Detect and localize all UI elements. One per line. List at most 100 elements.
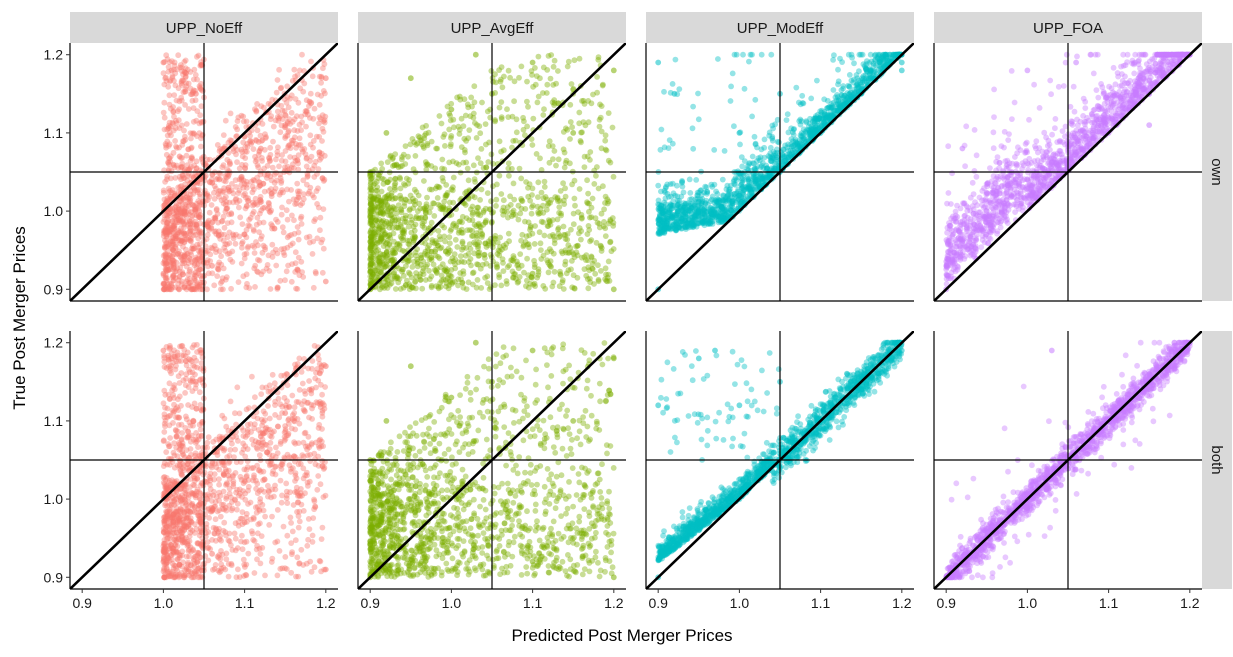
scatter-point: [403, 197, 409, 203]
scatter-point: [431, 213, 437, 219]
scatter-point: [719, 205, 725, 211]
scatter-point: [311, 163, 317, 169]
scatter-point: [281, 230, 287, 236]
scatter-point: [460, 245, 466, 251]
scatter-point: [405, 154, 411, 160]
scatter-point: [523, 239, 529, 245]
scatter-point: [458, 276, 464, 282]
scatter-point: [449, 274, 455, 280]
scatter-point: [522, 206, 528, 212]
scatter-point: [429, 220, 435, 226]
scatter-point: [282, 252, 288, 258]
scatter-point: [611, 246, 617, 252]
scatter-point: [251, 187, 257, 193]
scatter-point: [218, 253, 224, 259]
scatter-point: [268, 116, 274, 122]
data-point: [282, 122, 288, 128]
scatter-point: [189, 213, 195, 219]
scatter-point: [505, 264, 511, 270]
scatter-point: [233, 241, 239, 247]
data-point: [242, 232, 248, 238]
scatter-point: [563, 160, 569, 166]
scatter-point: [183, 247, 189, 253]
scatter-point: [658, 189, 664, 195]
scatter-point: [714, 198, 720, 204]
scatter-point: [768, 52, 774, 58]
scatter-point: [269, 191, 275, 197]
scatter-point: [286, 128, 292, 134]
scatter-point: [483, 206, 489, 212]
scatter-point: [477, 224, 483, 230]
scatter-point: [266, 200, 272, 206]
data-point: [737, 130, 743, 136]
scatter-point: [529, 192, 535, 198]
data-point: [611, 68, 617, 74]
scatter-point: [835, 67, 841, 73]
scatter-point: [699, 200, 705, 206]
scatter-point: [311, 195, 317, 201]
scatter-point: [290, 241, 296, 247]
scatter-point: [732, 52, 738, 58]
scatter-point: [690, 104, 696, 110]
scatter-point: [856, 68, 862, 74]
scatter-point: [740, 52, 746, 58]
scatter-point: [401, 203, 407, 209]
scatter-point: [377, 210, 383, 216]
scatter-point: [514, 263, 520, 269]
scatter-point: [1111, 65, 1117, 71]
scatter-point: [712, 182, 718, 188]
scatter-point: [471, 83, 477, 89]
scatter-point: [411, 166, 417, 172]
scatter-point: [308, 91, 314, 97]
scatter-point: [610, 223, 616, 229]
scatter-point: [196, 214, 202, 220]
data-point: [323, 75, 329, 81]
scatter-point: [272, 180, 278, 186]
scatter-point: [221, 232, 227, 238]
scatter-point: [295, 188, 301, 194]
scatter-point: [497, 173, 503, 179]
scatter-point: [373, 267, 379, 273]
scatter-point: [403, 215, 409, 221]
scatter-point: [1031, 82, 1037, 88]
scatter-point: [814, 123, 820, 129]
scatter-point: [192, 262, 198, 268]
scatter-point: [170, 104, 176, 110]
scatter-point: [987, 165, 993, 171]
scatter-point: [540, 112, 546, 118]
scatter-point: [403, 283, 409, 289]
scatter-point: [511, 253, 517, 259]
scatter-point: [721, 193, 727, 199]
scatter-point: [468, 256, 474, 262]
scatter-point: [399, 154, 405, 160]
scatter-point: [279, 246, 285, 252]
scatter-point: [579, 98, 585, 104]
scatter-point: [568, 119, 574, 125]
scatter-point: [318, 215, 324, 221]
scatter-point: [221, 132, 227, 138]
scatter-point: [1098, 81, 1104, 87]
data-point: [530, 271, 536, 277]
scatter-point: [191, 130, 197, 136]
scatter-point: [552, 58, 558, 64]
scatter-point: [548, 222, 554, 228]
scatter-point: [560, 180, 566, 186]
scatter-point: [521, 118, 527, 124]
scatter-point: [172, 191, 178, 197]
scatter-point: [166, 168, 172, 174]
scatter-point: [239, 113, 245, 119]
scatter-point: [183, 70, 189, 76]
scatter-point: [704, 191, 710, 197]
data-point: [323, 279, 329, 285]
scatter-point: [490, 259, 496, 265]
scatter-point: [285, 144, 291, 150]
scatter-point: [509, 166, 515, 172]
scatter-point: [525, 104, 531, 110]
data-point: [161, 60, 167, 66]
scatter-point: [239, 162, 245, 168]
scatter-point: [318, 93, 324, 99]
scatter-point: [433, 283, 439, 289]
scatter-point: [268, 152, 274, 158]
scatter-point: [524, 124, 530, 130]
